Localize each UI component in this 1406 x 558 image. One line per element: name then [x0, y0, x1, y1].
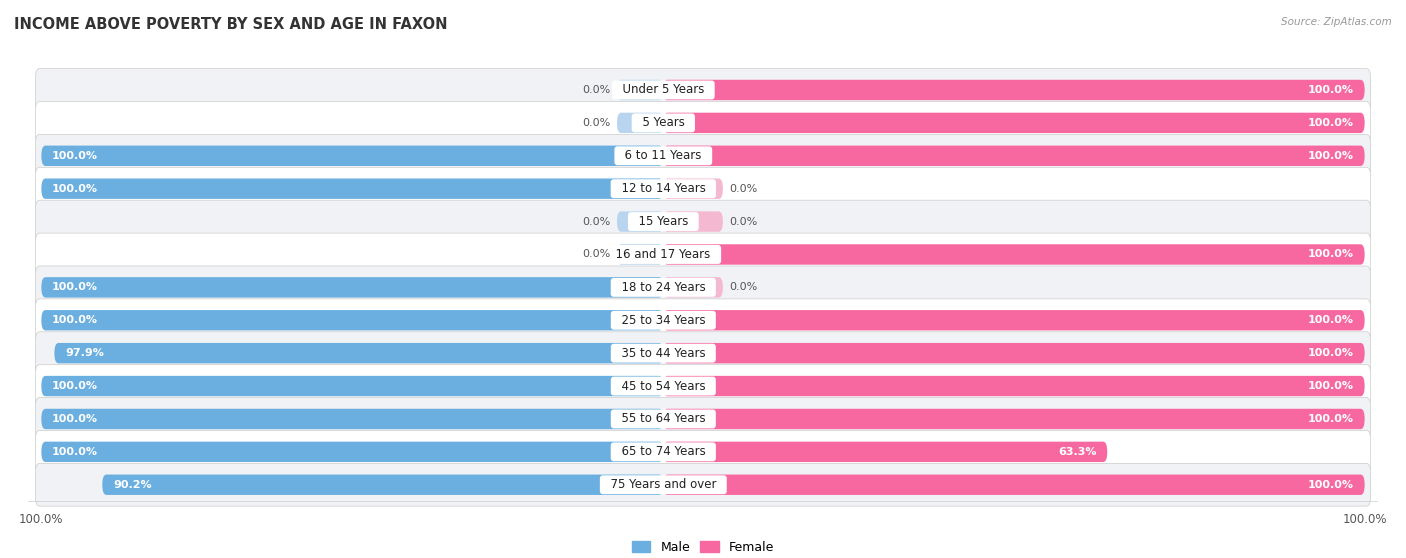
Text: 100.0%: 100.0%: [1308, 480, 1354, 490]
Text: Under 5 Years: Under 5 Years: [614, 84, 711, 97]
Text: 55 to 64 Years: 55 to 64 Years: [614, 412, 713, 425]
FancyBboxPatch shape: [35, 463, 1371, 506]
FancyBboxPatch shape: [35, 332, 1371, 374]
Text: 12 to 14 Years: 12 to 14 Years: [613, 182, 713, 195]
FancyBboxPatch shape: [35, 200, 1371, 243]
Text: 100.0%: 100.0%: [1308, 348, 1354, 358]
Text: 0.0%: 0.0%: [730, 184, 758, 194]
FancyBboxPatch shape: [103, 474, 664, 495]
FancyBboxPatch shape: [617, 80, 664, 100]
FancyBboxPatch shape: [35, 299, 1371, 341]
FancyBboxPatch shape: [35, 167, 1371, 210]
FancyBboxPatch shape: [664, 277, 723, 297]
Text: 100.0%: 100.0%: [52, 151, 98, 161]
Text: 97.9%: 97.9%: [65, 348, 104, 358]
Text: 75 Years and over: 75 Years and over: [603, 478, 724, 491]
FancyBboxPatch shape: [664, 343, 1365, 363]
FancyBboxPatch shape: [35, 102, 1371, 145]
Text: 100.0%: 100.0%: [52, 447, 98, 457]
FancyBboxPatch shape: [35, 365, 1371, 407]
Text: 100.0%: 100.0%: [1308, 151, 1354, 161]
FancyBboxPatch shape: [664, 409, 1365, 429]
FancyBboxPatch shape: [664, 376, 1365, 396]
Text: 100.0%: 100.0%: [52, 184, 98, 194]
FancyBboxPatch shape: [41, 376, 664, 396]
Text: 0.0%: 0.0%: [582, 85, 610, 95]
Text: 100.0%: 100.0%: [1308, 118, 1354, 128]
FancyBboxPatch shape: [41, 310, 664, 330]
Text: 90.2%: 90.2%: [112, 480, 152, 490]
FancyBboxPatch shape: [35, 266, 1371, 309]
FancyBboxPatch shape: [55, 343, 664, 363]
Text: 0.0%: 0.0%: [582, 249, 610, 259]
FancyBboxPatch shape: [41, 442, 664, 462]
FancyBboxPatch shape: [664, 442, 1108, 462]
FancyBboxPatch shape: [41, 179, 664, 199]
Text: 16 and 17 Years: 16 and 17 Years: [609, 248, 718, 261]
FancyBboxPatch shape: [664, 80, 1365, 100]
FancyBboxPatch shape: [35, 134, 1371, 177]
Text: 0.0%: 0.0%: [582, 217, 610, 227]
Text: 25 to 34 Years: 25 to 34 Years: [614, 314, 713, 327]
Text: Source: ZipAtlas.com: Source: ZipAtlas.com: [1281, 17, 1392, 27]
Text: 5 Years: 5 Years: [634, 117, 692, 129]
Text: 100.0%: 100.0%: [52, 282, 98, 292]
Text: 45 to 54 Years: 45 to 54 Years: [614, 379, 713, 393]
FancyBboxPatch shape: [617, 113, 664, 133]
Text: 35 to 44 Years: 35 to 44 Years: [614, 347, 713, 360]
Text: 100.0%: 100.0%: [1308, 315, 1354, 325]
FancyBboxPatch shape: [664, 146, 1365, 166]
FancyBboxPatch shape: [35, 397, 1371, 440]
FancyBboxPatch shape: [617, 244, 664, 264]
FancyBboxPatch shape: [664, 244, 1365, 264]
Text: 100.0%: 100.0%: [1308, 85, 1354, 95]
Legend: Male, Female: Male, Female: [627, 536, 779, 558]
Text: INCOME ABOVE POVERTY BY SEX AND AGE IN FAXON: INCOME ABOVE POVERTY BY SEX AND AGE IN F…: [14, 17, 447, 32]
Text: 100.0%: 100.0%: [1308, 414, 1354, 424]
FancyBboxPatch shape: [41, 277, 664, 297]
Text: 15 Years: 15 Years: [631, 215, 696, 228]
Text: 100.0%: 100.0%: [52, 414, 98, 424]
FancyBboxPatch shape: [617, 211, 664, 232]
FancyBboxPatch shape: [41, 409, 664, 429]
FancyBboxPatch shape: [664, 179, 723, 199]
FancyBboxPatch shape: [35, 69, 1371, 112]
Text: 100.0%: 100.0%: [52, 381, 98, 391]
Text: 6 to 11 Years: 6 to 11 Years: [617, 150, 709, 162]
Text: 0.0%: 0.0%: [730, 217, 758, 227]
Text: 100.0%: 100.0%: [52, 315, 98, 325]
Text: 63.3%: 63.3%: [1059, 447, 1097, 457]
FancyBboxPatch shape: [664, 310, 1365, 330]
Text: 0.0%: 0.0%: [582, 118, 610, 128]
FancyBboxPatch shape: [35, 233, 1371, 276]
Text: 65 to 74 Years: 65 to 74 Years: [613, 445, 713, 458]
Text: 100.0%: 100.0%: [1308, 249, 1354, 259]
FancyBboxPatch shape: [35, 430, 1371, 473]
Text: 0.0%: 0.0%: [730, 282, 758, 292]
Text: 100.0%: 100.0%: [1308, 381, 1354, 391]
FancyBboxPatch shape: [664, 113, 1365, 133]
FancyBboxPatch shape: [664, 211, 723, 232]
FancyBboxPatch shape: [664, 474, 1365, 495]
FancyBboxPatch shape: [41, 146, 664, 166]
Text: 18 to 24 Years: 18 to 24 Years: [613, 281, 713, 294]
